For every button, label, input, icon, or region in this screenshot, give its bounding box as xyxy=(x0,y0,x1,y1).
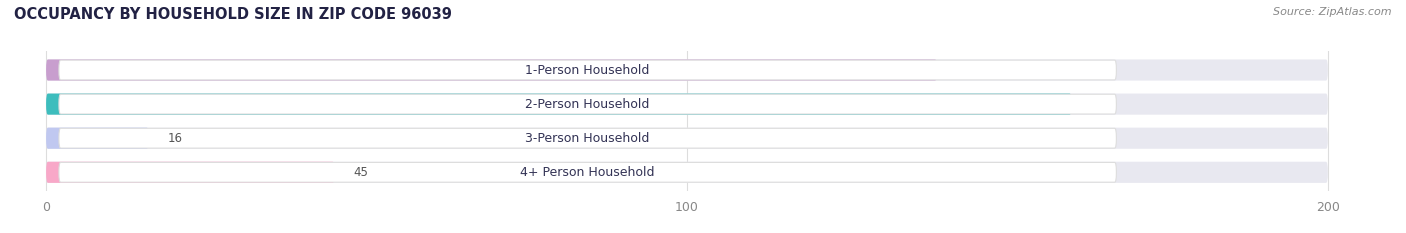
FancyBboxPatch shape xyxy=(46,93,1071,115)
FancyBboxPatch shape xyxy=(46,128,1327,149)
FancyBboxPatch shape xyxy=(46,93,1327,115)
Text: 3-Person Household: 3-Person Household xyxy=(526,132,650,145)
Text: 4+ Person Household: 4+ Person Household xyxy=(520,166,655,179)
FancyBboxPatch shape xyxy=(59,162,1116,182)
FancyBboxPatch shape xyxy=(59,94,1116,114)
Text: 160: 160 xyxy=(1028,98,1052,111)
FancyBboxPatch shape xyxy=(46,59,1327,81)
Text: 2-Person Household: 2-Person Household xyxy=(526,98,650,111)
FancyBboxPatch shape xyxy=(46,162,1327,183)
Text: OCCUPANCY BY HOUSEHOLD SIZE IN ZIP CODE 96039: OCCUPANCY BY HOUSEHOLD SIZE IN ZIP CODE … xyxy=(14,7,451,22)
Text: Source: ZipAtlas.com: Source: ZipAtlas.com xyxy=(1274,7,1392,17)
Text: 139: 139 xyxy=(893,64,918,76)
FancyBboxPatch shape xyxy=(46,162,335,183)
FancyBboxPatch shape xyxy=(59,128,1116,148)
FancyBboxPatch shape xyxy=(46,128,149,149)
Text: 16: 16 xyxy=(167,132,183,145)
FancyBboxPatch shape xyxy=(46,59,936,81)
Text: 1-Person Household: 1-Person Household xyxy=(526,64,650,76)
FancyBboxPatch shape xyxy=(59,60,1116,80)
Text: 45: 45 xyxy=(354,166,368,179)
